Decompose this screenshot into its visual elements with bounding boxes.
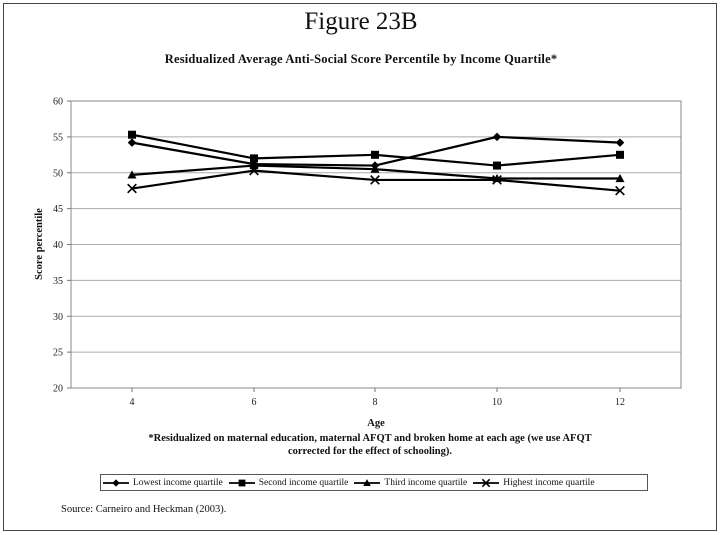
y-tick-label: 40	[53, 240, 63, 251]
square-marker	[238, 479, 245, 486]
square-marker	[371, 151, 379, 159]
y-tick-label: 50	[53, 168, 63, 179]
legend-item: Third income quartile	[352, 477, 467, 489]
x-tick-label: 4	[130, 397, 135, 408]
x-axis-label: Age	[367, 418, 385, 429]
source-note: Source: Carneiro and Heckman (2003).	[61, 504, 226, 515]
x-tick-label: 6	[252, 397, 257, 408]
chart-legend: Lowest income quartile Second income quar…	[100, 474, 648, 491]
legend-label: Lowest income quartile	[133, 478, 223, 488]
y-tick-label: 55	[53, 132, 63, 143]
legend-swatch	[471, 477, 501, 489]
x-tick-label: 8	[373, 397, 378, 408]
legend-label: Third income quartile	[384, 478, 467, 488]
y-tick-label: 35	[53, 276, 63, 287]
footnote-line-2: corrected for the effect of schooling).	[90, 445, 650, 458]
legend-label: Highest income quartile	[503, 478, 594, 488]
footnote-line-1: *Residualized on maternal education, mat…	[90, 432, 650, 445]
x-tick-label: 10	[492, 397, 502, 408]
x-tick-labels: 4 6 8 10 12	[130, 388, 626, 408]
y-tick-label: 30	[53, 312, 63, 323]
diamond-marker	[616, 138, 625, 147]
series-layer	[128, 131, 625, 195]
square-marker	[493, 162, 501, 170]
legend-item: Second income quartile	[227, 477, 349, 489]
square-marker	[128, 131, 136, 139]
y-axis-label: Score percentile	[34, 208, 45, 280]
y-tick-label: 20	[53, 384, 63, 395]
y-tick-label: 60	[53, 97, 63, 108]
diamond-marker	[493, 133, 502, 142]
x-tick-label: 12	[615, 397, 625, 408]
square-marker	[616, 151, 624, 159]
diamond-marker	[128, 138, 137, 147]
diamond-marker	[112, 479, 119, 486]
legend-swatch	[352, 477, 382, 489]
y-tick-labels: 20 25 30 35 40 45 50 55 60	[53, 97, 71, 395]
legend-item: Highest income quartile	[471, 477, 594, 489]
legend-swatch	[101, 477, 131, 489]
legend-item: Lowest income quartile	[101, 477, 223, 489]
footnote: *Residualized on maternal education, mat…	[90, 432, 650, 458]
y-tick-label: 45	[53, 204, 63, 215]
legend-swatch	[227, 477, 257, 489]
legend-label: Second income quartile	[259, 478, 349, 488]
y-tick-label: 25	[53, 348, 63, 359]
